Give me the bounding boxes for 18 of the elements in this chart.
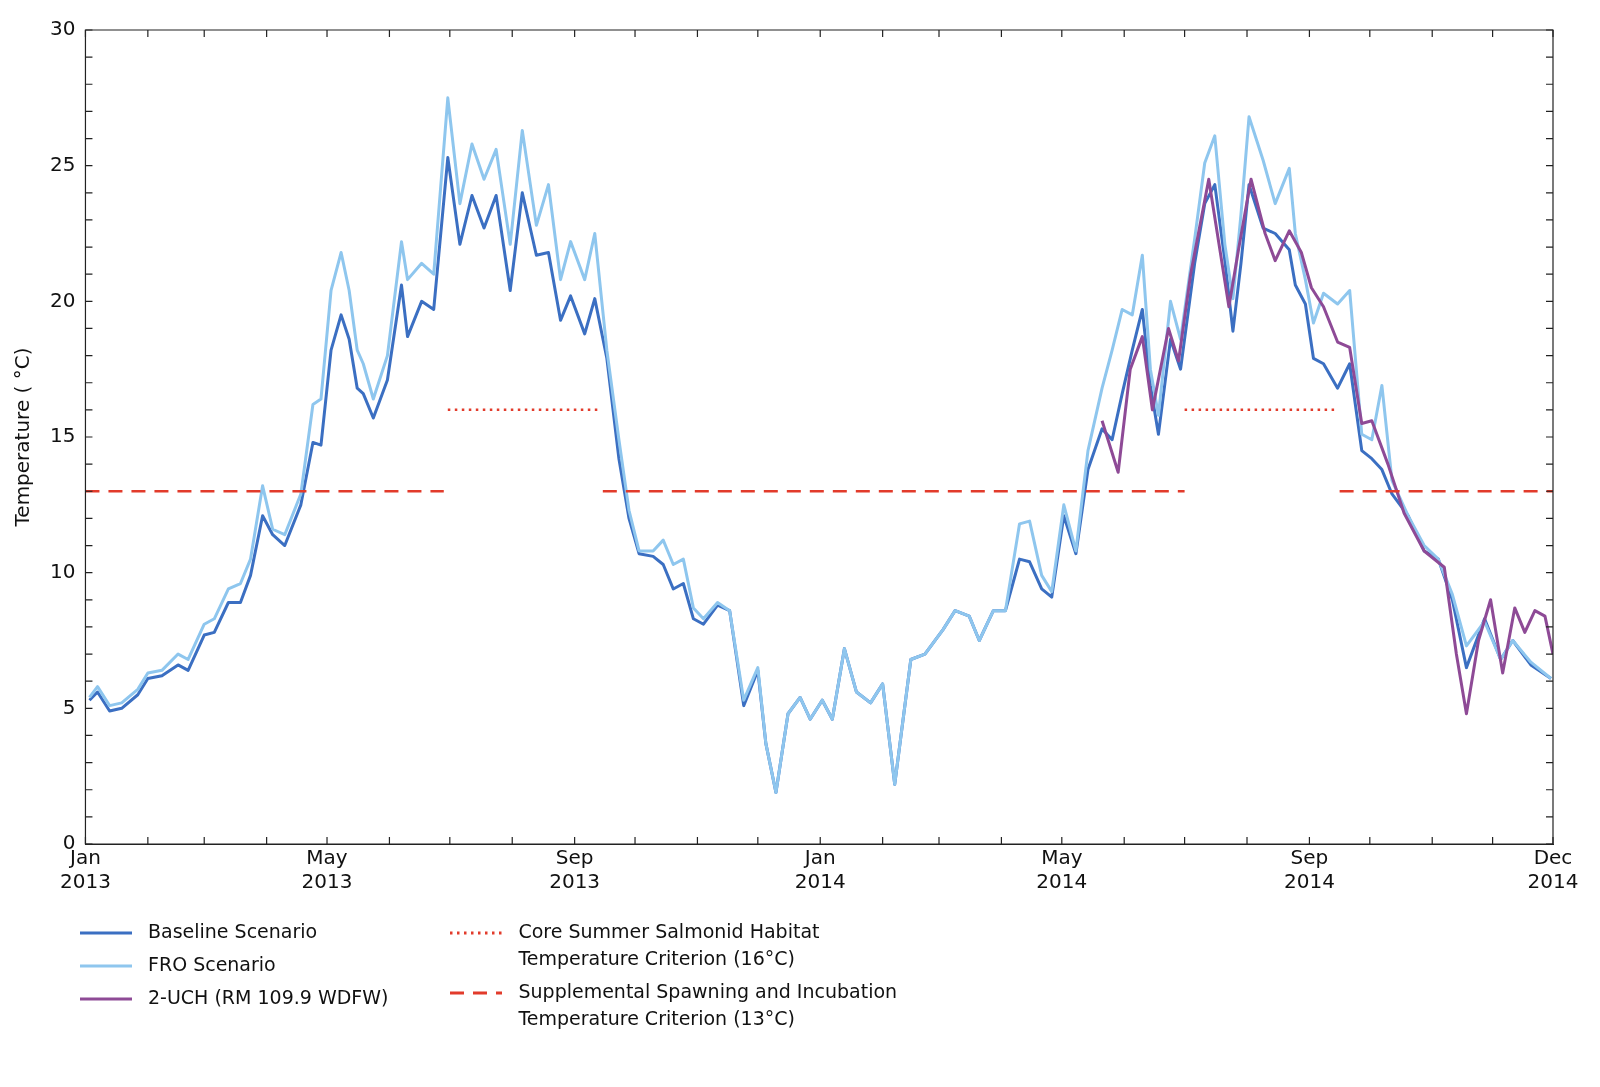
y-tick-label: 20 [50, 287, 76, 312]
y-tick-label: 15 [50, 423, 76, 448]
legend-label: FRO Scenario [148, 952, 276, 977]
x-tick-label: May 2014 [1036, 845, 1088, 894]
y-tick-label: 25 [50, 151, 76, 176]
y-tick-label: 5 [62, 694, 76, 719]
legend-label: 2-UCH (RM 109.9 WDFW) [148, 985, 389, 1010]
x-tick-label: Sep 2014 [1283, 845, 1335, 894]
x-tick-label: May 2013 [301, 845, 353, 894]
legend-label: Core Summer Salmonid Habitat Temperature Criterion (16°C) [518, 919, 821, 971]
x-tick-label: Dec 2014 [1527, 845, 1579, 894]
y-tick-label: 10 [50, 558, 76, 583]
legend-label: Baseline Scenario [148, 919, 318, 944]
x-tick-label: Sep 2013 [549, 845, 601, 894]
x-tick-label: Jan 2014 [794, 845, 846, 894]
y-tick-label: 30 [50, 16, 76, 41]
legend-label: Supplemental Spawning and Incubation Temperature Criterion (13°C) [518, 979, 899, 1031]
y-axis-title: Temperature ( °C) [10, 347, 35, 528]
